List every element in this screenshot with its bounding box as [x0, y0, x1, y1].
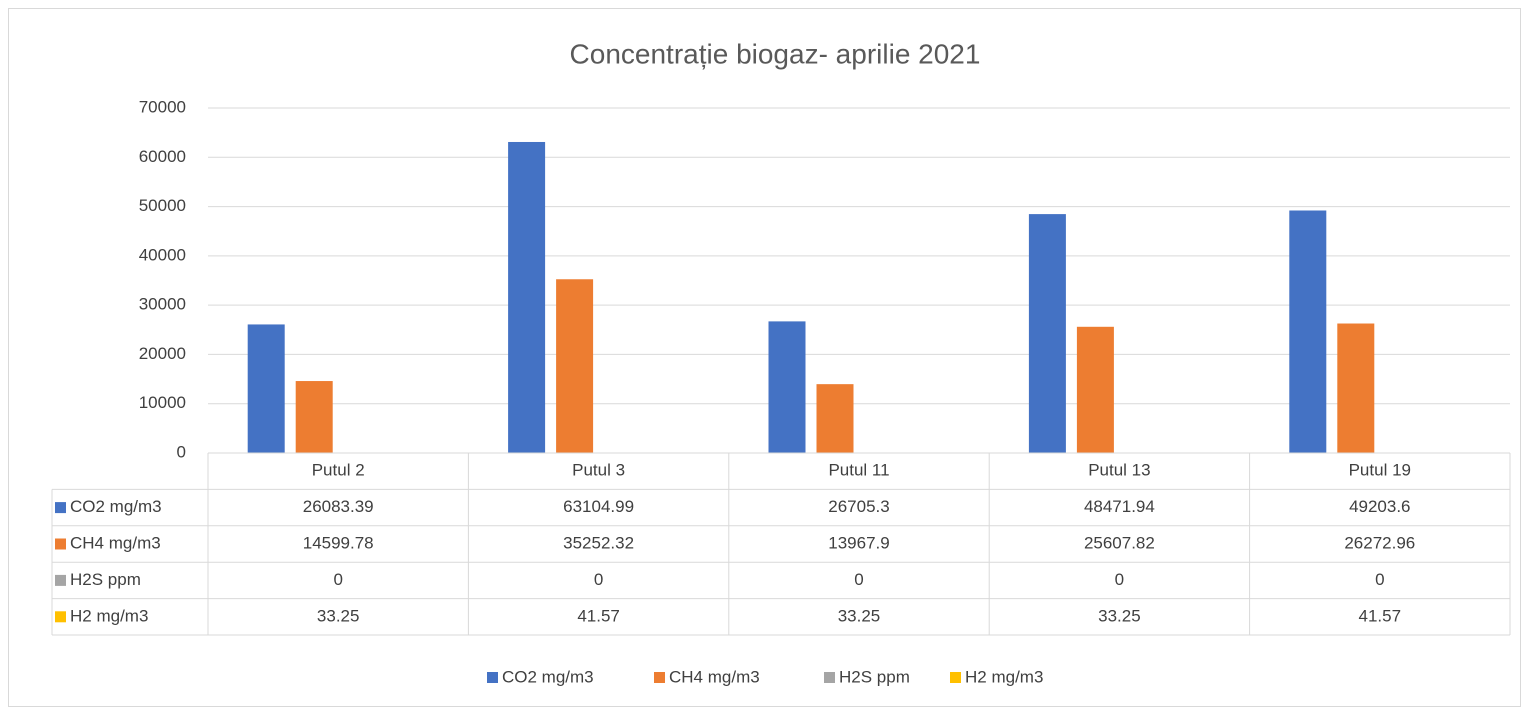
bar — [769, 321, 806, 453]
legend-label: CH4 mg/m3 — [669, 667, 760, 686]
bar — [1337, 324, 1374, 453]
bar — [248, 324, 285, 453]
table-cell: 0 — [854, 570, 863, 589]
table-cell: 35252.32 — [563, 533, 634, 552]
legend-label: H2S ppm — [839, 667, 910, 686]
bar — [296, 381, 333, 453]
table-cell: 0 — [333, 570, 342, 589]
bar — [1289, 210, 1326, 453]
bar — [508, 142, 545, 453]
legend-label: CO2 mg/m3 — [502, 667, 594, 686]
table-row-label: CH4 mg/m3 — [70, 533, 161, 552]
x-tick-label: Putul 19 — [1349, 461, 1411, 480]
legend-label: H2 mg/m3 — [965, 667, 1043, 686]
y-tick-label: 70000 — [139, 97, 186, 116]
table-row-label: H2 mg/m3 — [70, 606, 148, 625]
table-cell: 26083.39 — [303, 497, 374, 516]
table-cell: 0 — [1115, 570, 1124, 589]
table-cell: 0 — [594, 570, 603, 589]
table-legend-key — [55, 539, 66, 550]
legend-key — [487, 672, 498, 683]
x-tick-label: Putul 13 — [1088, 461, 1150, 480]
y-tick-label: 10000 — [139, 393, 186, 412]
table-cell: 25607.82 — [1084, 533, 1155, 552]
table-cell: 63104.99 — [563, 497, 634, 516]
table-cell: 33.25 — [1098, 606, 1141, 625]
table-cell: 0 — [1375, 570, 1384, 589]
y-tick-label: 40000 — [139, 245, 186, 264]
legend-key — [950, 672, 961, 683]
bar — [556, 279, 593, 453]
table-legend-key — [55, 611, 66, 622]
bar — [1077, 327, 1114, 453]
y-tick-label: 60000 — [139, 147, 186, 166]
table-cell: 13967.9 — [828, 533, 889, 552]
table-row-label: CO2 mg/m3 — [70, 497, 162, 516]
table-legend-key — [55, 575, 66, 586]
bar — [817, 384, 854, 453]
table-cell: 41.57 — [1359, 606, 1402, 625]
y-tick-label: 50000 — [139, 196, 186, 215]
x-tick-label: Putul 2 — [312, 461, 365, 480]
table-cell: 26272.96 — [1344, 533, 1415, 552]
x-tick-label: Putul 11 — [828, 461, 889, 480]
table-row-label: H2S ppm — [70, 570, 141, 589]
table-cell: 48471.94 — [1084, 497, 1155, 516]
table-cell: 49203.6 — [1349, 497, 1410, 516]
table-cell: 33.25 — [317, 606, 360, 625]
y-tick-label: 0 — [177, 442, 186, 461]
x-tick-label: Putul 3 — [572, 461, 625, 480]
table-legend-key — [55, 502, 66, 513]
table-cell: 26705.3 — [828, 497, 889, 516]
table-cell: 14599.78 — [303, 533, 374, 552]
y-tick-label: 30000 — [139, 295, 186, 314]
table-cell: 41.57 — [577, 606, 620, 625]
legend-key — [654, 672, 665, 683]
bar — [1029, 214, 1066, 453]
table-cell: 33.25 — [838, 606, 881, 625]
legend-key — [824, 672, 835, 683]
chart-title: Concentrație biogaz- aprilie 2021 — [570, 38, 981, 69]
y-tick-label: 20000 — [139, 344, 186, 363]
